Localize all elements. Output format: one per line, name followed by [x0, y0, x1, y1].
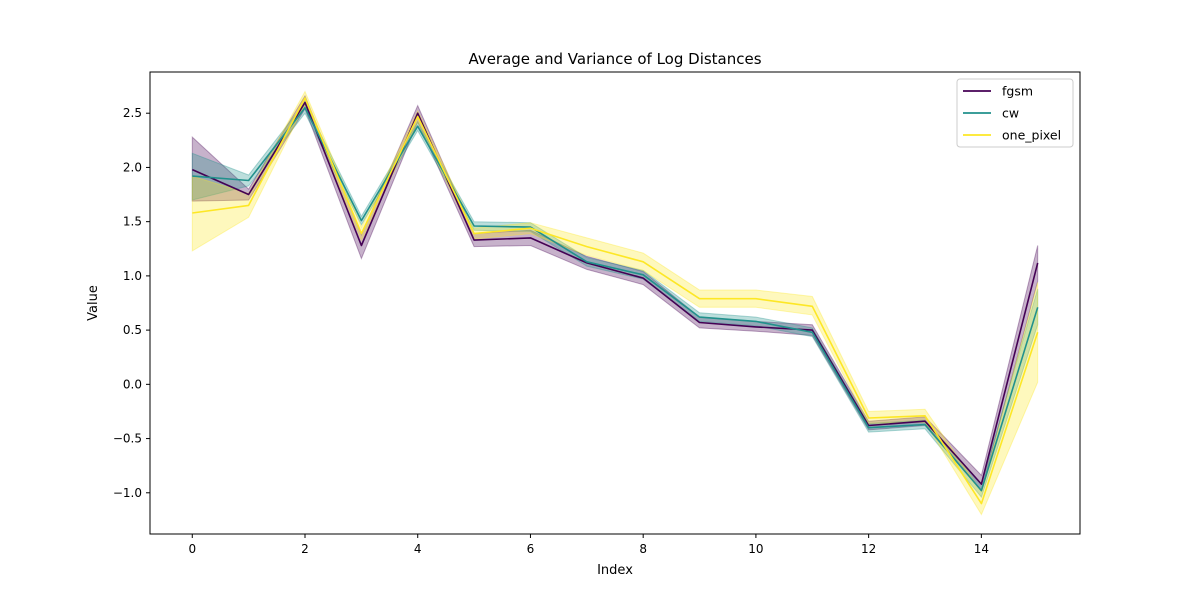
y-tick-label: 2.0	[123, 160, 142, 174]
x-tick-label: 4	[414, 542, 422, 556]
legend: fgsm cw one_pixel	[956, 78, 1074, 148]
y-tick-label: 1.0	[123, 269, 142, 283]
legend-label-fgsm: fgsm	[1002, 84, 1033, 99]
y-tick-label: −1.0	[113, 486, 142, 500]
band-cw	[191, 101, 1039, 499]
x-tick-label: 6	[527, 542, 535, 556]
line-cw	[192, 107, 1039, 492]
y-tick-label: 1.5	[123, 215, 142, 229]
x-tick-label: 10	[748, 542, 763, 556]
plot-frame	[149, 71, 1081, 535]
band-fgsm	[191, 94, 1039, 492]
x-tick-label: 12	[861, 542, 876, 556]
y-tick-label: −0.5	[113, 432, 142, 446]
chart-title: Average and Variance of Log Distances	[468, 50, 761, 68]
band-one_pixel	[191, 90, 1039, 516]
legend-label-one_pixel: one_pixel	[1002, 128, 1061, 143]
x-tick-label: 2	[301, 542, 309, 556]
series-lines	[191, 97, 1039, 505]
variance-bands	[191, 90, 1039, 516]
line-fgsm	[191, 101, 1039, 485]
x-axis-label: Index	[597, 563, 633, 578]
y-tick-label: 0.0	[123, 377, 142, 391]
x-tick-label: 14	[974, 542, 989, 556]
y-tick-label: 0.5	[123, 323, 142, 337]
legend-box	[956, 78, 1074, 148]
y-tick-label: 2.5	[123, 106, 142, 120]
legend-label-cw: cw	[1002, 106, 1019, 121]
x-tick-label: 8	[639, 542, 647, 556]
y-axis-ticks: −1.0 −0.5 0.0 0.5 1.0 1.5 2.0 2.5	[113, 106, 150, 500]
x-tick-label: 0	[188, 542, 196, 556]
line-one_pixel	[192, 97, 1039, 505]
y-axis-label: Value	[86, 285, 101, 321]
x-axis-ticks: 0 2 4 6 8 10 12 14	[188, 534, 989, 556]
